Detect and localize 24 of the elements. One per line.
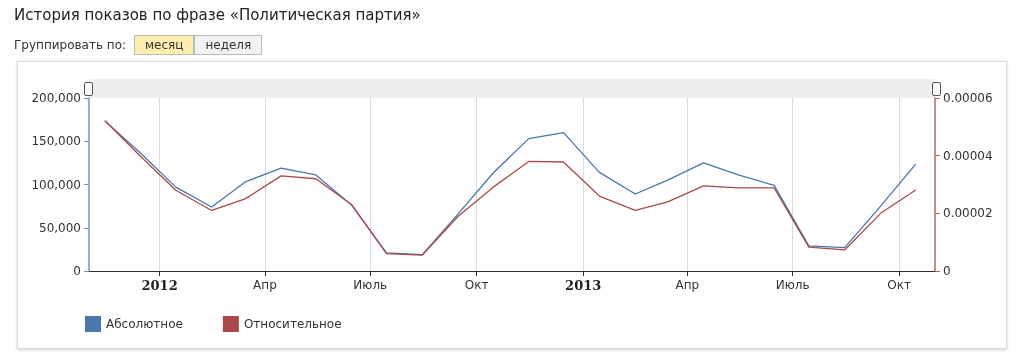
x-tick-label: 2013: [565, 278, 602, 293]
text: Группировать по:: [14, 38, 127, 52]
legend-label: Абсолютное: [106, 317, 183, 331]
text: месяц: [134, 35, 195, 55]
x-tick-label: Апр: [253, 278, 277, 292]
y2-tick-label: 0: [943, 264, 951, 278]
y2-tick-label: 0.00006: [943, 91, 993, 105]
y-tick-label: 100,000: [31, 177, 81, 192]
y-tick-label: 200,000: [31, 91, 81, 105]
y2-tick-label: 0.00004: [943, 148, 993, 163]
x-tick-label: Окт: [464, 278, 489, 292]
x-tick-label: Июль: [353, 278, 388, 292]
x-tick-label: Окт: [887, 278, 911, 292]
y-tick-label: 50,000: [39, 220, 81, 235]
x-tick-label: Июль: [775, 278, 810, 292]
line-series: [104, 120, 916, 256]
y-tick-label: 150,000: [31, 134, 81, 149]
chart-title: История показов по фразе «Политическая партия»: [14, 6, 421, 24]
x-tick-label: 2012: [141, 278, 178, 293]
x-tick-label: Апр: [675, 278, 700, 292]
text: неделя: [194, 35, 263, 55]
y2-tick-label: 0.00002: [943, 206, 993, 221]
y-tick-label: 0: [73, 264, 81, 278]
legend-label: Относительное: [243, 317, 342, 331]
